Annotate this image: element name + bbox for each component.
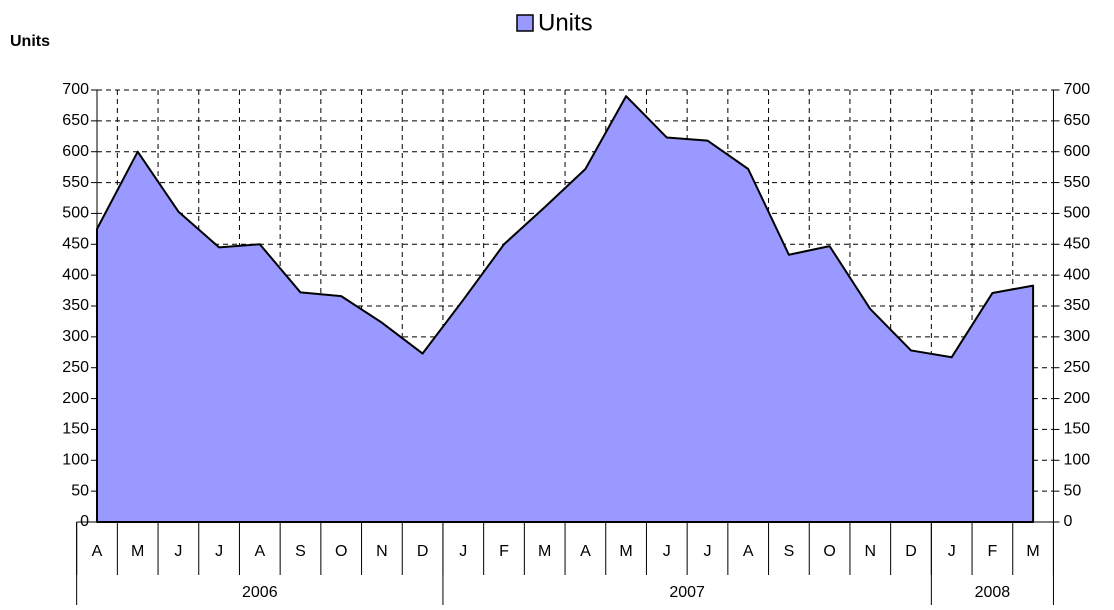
x-tick-label: F xyxy=(499,543,509,560)
y-tick-label: 300 xyxy=(62,328,89,345)
y2-tick-label: 450 xyxy=(1063,236,1090,253)
y-tick-label: 150 xyxy=(62,421,89,438)
y2-tick-label: 0 xyxy=(1063,513,1072,530)
y-tick-label: 500 xyxy=(62,205,89,222)
y2-tick-label: 700 xyxy=(1063,81,1090,98)
y-tick-label: 700 xyxy=(62,81,89,98)
x-tick-label: M xyxy=(131,543,144,560)
x-tick-label: A xyxy=(580,543,591,560)
x-tick-label: J xyxy=(704,543,712,560)
legend-swatch xyxy=(516,14,534,32)
y-tick-label: 550 xyxy=(62,174,89,191)
y-tick-label: 50 xyxy=(71,482,89,499)
y2-tick-label: 550 xyxy=(1063,174,1090,191)
x-tick-label: O xyxy=(335,543,347,560)
y-tick-label: 200 xyxy=(62,390,89,407)
x-tick-label: O xyxy=(823,543,835,560)
x-tick-label: S xyxy=(784,543,795,560)
legend-label: Units xyxy=(538,9,593,36)
x-tick-label: F xyxy=(988,543,998,560)
x-tick-label: A xyxy=(743,543,754,560)
x-tick-label: M xyxy=(538,543,551,560)
x-group-label: 2006 xyxy=(242,584,278,601)
y2-tick-label: 350 xyxy=(1063,297,1090,314)
y2-tick-label: 500 xyxy=(1063,205,1090,222)
y-tick-label: 350 xyxy=(62,297,89,314)
x-tick-label: J xyxy=(663,543,671,560)
x-tick-label: J xyxy=(459,543,467,560)
y-axis-title: Units xyxy=(10,33,50,50)
y2-tick-label: 300 xyxy=(1063,328,1090,345)
y2-tick-label: 650 xyxy=(1063,112,1090,129)
y2-tick-label: 400 xyxy=(1063,266,1090,283)
x-tick-label: J xyxy=(948,543,956,560)
x-tick-label: S xyxy=(295,543,306,560)
x-tick-label: J xyxy=(174,543,182,560)
x-tick-label: M xyxy=(619,543,632,560)
x-tick-label: A xyxy=(92,543,103,560)
x-group-label: 2007 xyxy=(669,584,705,601)
y-tick-label: 600 xyxy=(62,143,89,160)
x-tick-label: D xyxy=(417,543,429,560)
y2-tick-label: 200 xyxy=(1063,390,1090,407)
x-tick-label: D xyxy=(905,543,917,560)
x-group-label: 2008 xyxy=(975,584,1011,601)
y-tick-label: 450 xyxy=(62,236,89,253)
x-tick-label: M xyxy=(1026,543,1039,560)
y2-tick-label: 150 xyxy=(1063,421,1090,438)
y-tick-label: 250 xyxy=(62,359,89,376)
x-tick-label: N xyxy=(376,543,388,560)
y-tick-label: 400 xyxy=(62,266,89,283)
y-tick-label: 650 xyxy=(62,112,89,129)
x-tick-label: N xyxy=(865,543,877,560)
y2-tick-label: 250 xyxy=(1063,359,1090,376)
y2-tick-label: 50 xyxy=(1063,482,1081,499)
y2-tick-label: 600 xyxy=(1063,143,1090,160)
x-tick-label: A xyxy=(254,543,265,560)
area xyxy=(96,95,1035,523)
x-tick-label: J xyxy=(215,543,223,560)
y2-tick-label: 100 xyxy=(1063,452,1090,469)
y-tick-label: 100 xyxy=(62,452,89,469)
